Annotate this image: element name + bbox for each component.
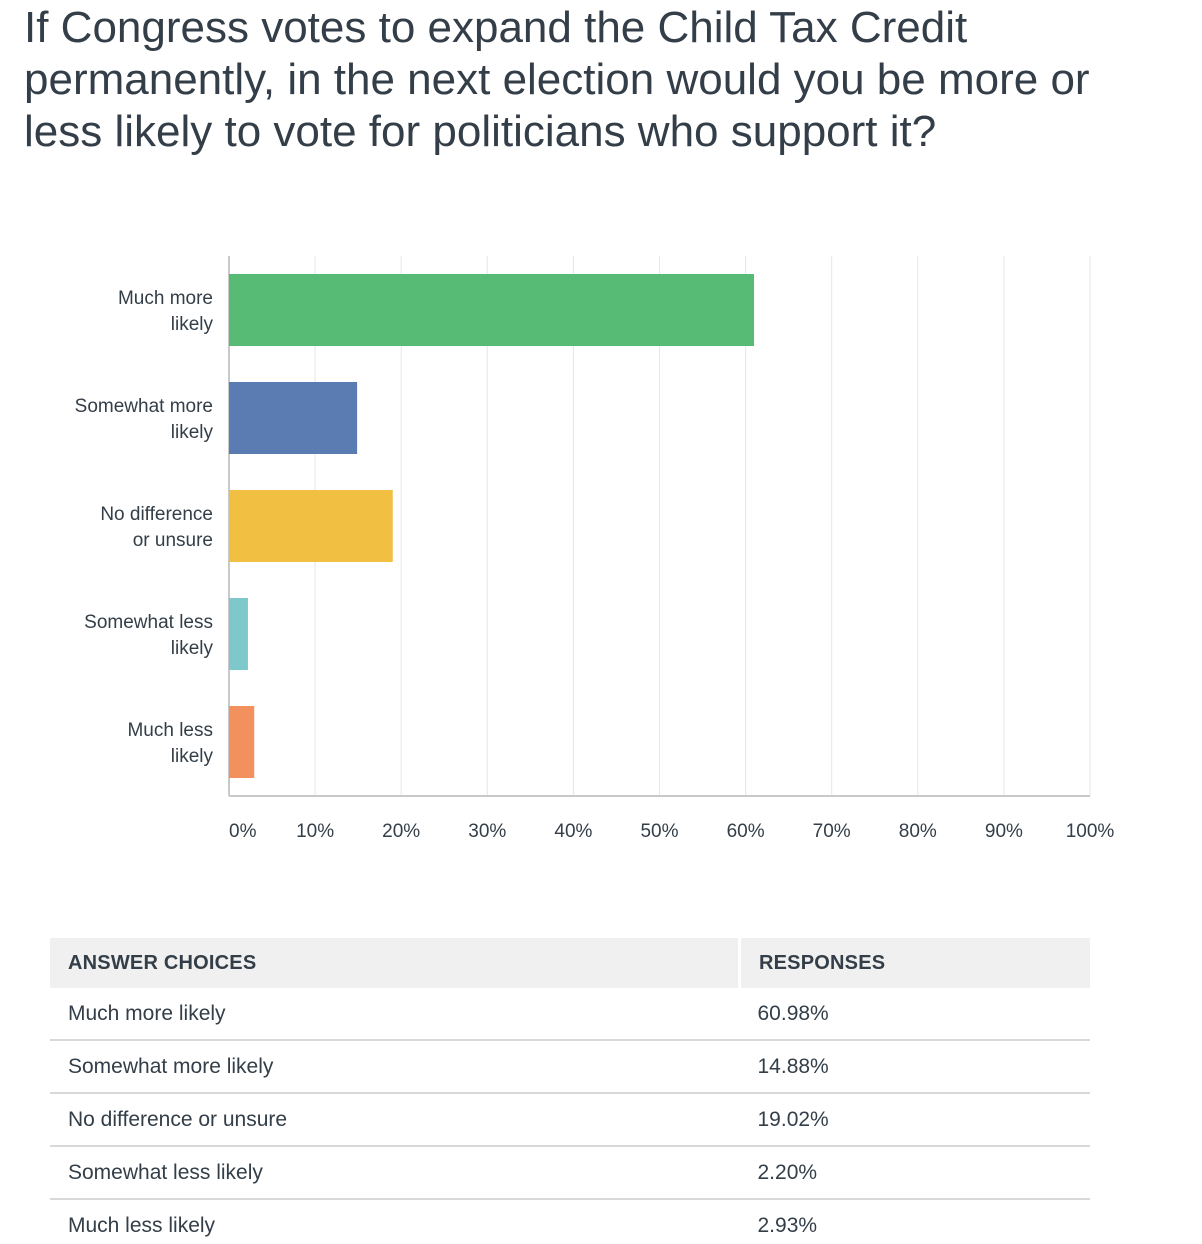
bar [229, 274, 755, 346]
x-tick-label: 60% [727, 821, 765, 842]
bar [229, 382, 358, 454]
bar-chart: Much more likely Somewhat more likely No dif… [75, 256, 1114, 842]
x-axis-ticks: 0% 10% 20% 30% 40% 50% 60% 70% 80% 90% 100% [229, 821, 1114, 842]
x-tick-label: 0% [229, 821, 257, 842]
bar [229, 706, 255, 778]
header-responses: RESPONSES [739, 938, 1090, 988]
answer-choice: No difference or unsure [50, 1093, 740, 1147]
response-value: 2.93% [757, 1213, 818, 1237]
category-label: Much less likely [127, 720, 213, 767]
answer-choice: Somewhat less likely [50, 1146, 740, 1200]
x-tick-label: 70% [813, 821, 851, 842]
x-tick-label: 100% [1066, 821, 1115, 842]
response-value: 19.02% [739, 1093, 1090, 1147]
bars [229, 274, 755, 778]
category-label: Somewhat less likely [84, 612, 213, 659]
table-row: Somewhat less likely 2.20% [50, 1146, 1090, 1200]
x-tick-label: 30% [468, 821, 506, 842]
question-title: If Congress votes to expand the Child Ta… [24, 3, 1090, 156]
answer-choice: Much less likely [68, 1213, 216, 1237]
category-label: Somewhat more likely [75, 396, 214, 443]
header-answer-choices: ANSWER CHOICES [50, 938, 741, 988]
table-row: Much more likely 60.98% [50, 988, 1090, 1041]
table-row: No difference or unsure 19.02% [50, 1093, 1090, 1147]
table-row: Much less likely 2.93% [50, 1199, 1090, 1244]
results-table: ANSWER CHOICES RESPONSES Much more likel… [50, 938, 1090, 1244]
bar [229, 598, 248, 670]
category-labels: Much more likely Somewhat more likely No dif… [75, 288, 214, 767]
response-value: 60.98% [739, 988, 1090, 1041]
answer-choice: Somewhat more likely [50, 1040, 740, 1094]
table-row: Somewhat more likely 14.88% [50, 1040, 1090, 1094]
table-header-row: ANSWER CHOICES RESPONSES [50, 938, 1090, 988]
response-value: 14.88% [739, 1040, 1090, 1094]
x-tick-label: 50% [640, 821, 678, 842]
x-tick-label: 10% [296, 821, 334, 842]
bar [229, 490, 393, 562]
x-tick-label: 80% [899, 821, 937, 842]
x-tick-label: 20% [382, 821, 420, 842]
answer-choice: Much more likely [50, 988, 740, 1041]
category-label: No difference or unsure [100, 504, 213, 551]
response-value: 2.20% [739, 1146, 1090, 1200]
x-tick-label: 40% [554, 821, 592, 842]
x-tick-label: 90% [985, 821, 1023, 842]
category-label: Much more likely [118, 288, 214, 335]
